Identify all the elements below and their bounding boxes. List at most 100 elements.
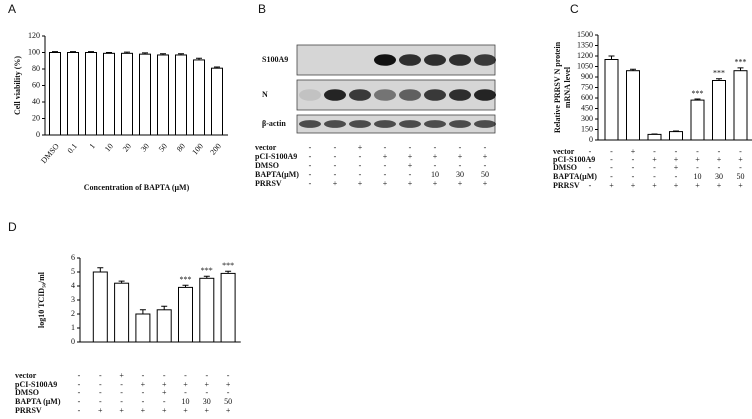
condition-mark: + — [383, 152, 388, 161]
condition-mark: + — [483, 179, 488, 188]
panel-label: C — [570, 2, 579, 16]
condition-mark: - — [78, 380, 81, 389]
condition-mark: 30 — [456, 170, 464, 179]
y-tick-label: 4 — [71, 281, 75, 290]
condition-mark: + — [141, 406, 146, 415]
band-label: β-actin — [262, 119, 286, 128]
condition-mark: + — [162, 380, 167, 389]
condition-mark: - — [99, 388, 102, 397]
y-tick-label: 80 — [32, 64, 40, 73]
condition-mark: - — [589, 163, 592, 172]
condition-mark: + — [738, 155, 743, 164]
bar — [193, 59, 205, 136]
condition-mark: - — [142, 388, 145, 397]
bar — [690, 99, 705, 141]
condition-mark: + — [408, 179, 413, 188]
condition-mark: - — [434, 161, 437, 170]
band — [474, 120, 496, 128]
condition-mark: - — [142, 371, 145, 380]
significance: *** — [180, 275, 192, 284]
condition-mark: - — [384, 161, 387, 170]
condition-mark: - — [309, 161, 312, 170]
condition-label: DMSO — [553, 163, 577, 172]
condition-mark: - — [589, 172, 592, 181]
condition-label: vector — [255, 143, 277, 152]
band — [449, 89, 471, 101]
y-tick-label: 1050 — [577, 61, 593, 70]
y-axis-label: Cell viability (%) — [13, 56, 22, 115]
significance: *** — [713, 69, 725, 78]
condition-mark: - — [309, 152, 312, 161]
condition-label: DMSO — [255, 161, 279, 170]
bar — [121, 52, 133, 136]
y-tick-label: 600 — [581, 93, 593, 102]
condition-label: pCI-S100A9 — [553, 155, 595, 164]
error-bar — [716, 78, 722, 81]
condition-mark: 10 — [694, 172, 702, 181]
condition-mark: 50 — [224, 397, 232, 406]
condition-label: PRRSV — [15, 406, 42, 415]
y-tick-label: 0 — [589, 135, 593, 144]
condition-mark: - — [163, 371, 166, 380]
y-tick-label: 120 — [28, 31, 40, 40]
condition-mark: - — [589, 147, 592, 156]
condition-mark: + — [695, 181, 700, 190]
condition-mark: - — [589, 155, 592, 164]
panel-label: A — [8, 2, 16, 16]
band-label: N — [262, 90, 268, 99]
condition-mark: - — [718, 163, 721, 172]
x-tick-label: 10 — [103, 142, 115, 154]
condition-mark: - — [99, 380, 102, 389]
condition-mark: + — [458, 152, 463, 161]
condition-mark: - — [632, 172, 635, 181]
condition-mark: + — [458, 179, 463, 188]
condition-mark: - — [205, 371, 208, 380]
error-bar — [106, 52, 112, 54]
condition-mark: - — [459, 143, 462, 152]
band — [324, 89, 346, 101]
y-tick-label: 100 — [28, 47, 40, 56]
error-bar — [214, 66, 220, 69]
y-tick-label: 1 — [71, 323, 75, 332]
condition-mark: - — [409, 170, 412, 179]
band — [424, 120, 446, 128]
band — [474, 89, 496, 101]
condition-mark: + — [738, 181, 743, 190]
condition-label: vector — [553, 147, 575, 156]
bar — [712, 80, 726, 141]
condition-mark: - — [589, 181, 592, 190]
error-bar — [88, 51, 94, 53]
bar — [669, 131, 683, 141]
bar — [135, 313, 151, 343]
condition-label: DMSO — [15, 388, 39, 397]
condition-mark: - — [78, 371, 81, 380]
error-bar — [694, 98, 701, 101]
x-tick-label: 20 — [121, 142, 133, 154]
condition-mark: - — [142, 397, 145, 406]
condition-mark: + — [141, 380, 146, 389]
condition-label: pCI-S100A9 — [255, 152, 297, 161]
significance: *** — [692, 89, 704, 98]
condition-mark: - — [205, 388, 208, 397]
condition-label: BAPTA(μM) — [255, 170, 299, 179]
x-tick-label: 30 — [139, 142, 151, 154]
condition-mark: - — [696, 147, 699, 156]
condition-mark: - — [334, 152, 337, 161]
condition-mark: - — [227, 371, 230, 380]
condition-mark: - — [309, 143, 312, 152]
y-tick-label: 3 — [71, 295, 75, 304]
condition-mark: - — [184, 371, 187, 380]
condition-mark: - — [632, 163, 635, 172]
condition-mark: - — [99, 397, 102, 406]
bar — [157, 54, 169, 136]
condition-mark: - — [632, 155, 635, 164]
condition-mark: - — [309, 170, 312, 179]
y-tick-label: 40 — [32, 97, 40, 106]
condition-mark: - — [610, 163, 613, 172]
condition-mark: - — [653, 147, 656, 156]
x-tick-label: 1 — [87, 142, 96, 151]
error-bar — [142, 52, 148, 55]
condition-mark: + — [226, 406, 231, 415]
condition-mark: - — [653, 163, 656, 172]
condition-mark: 30 — [715, 172, 723, 181]
